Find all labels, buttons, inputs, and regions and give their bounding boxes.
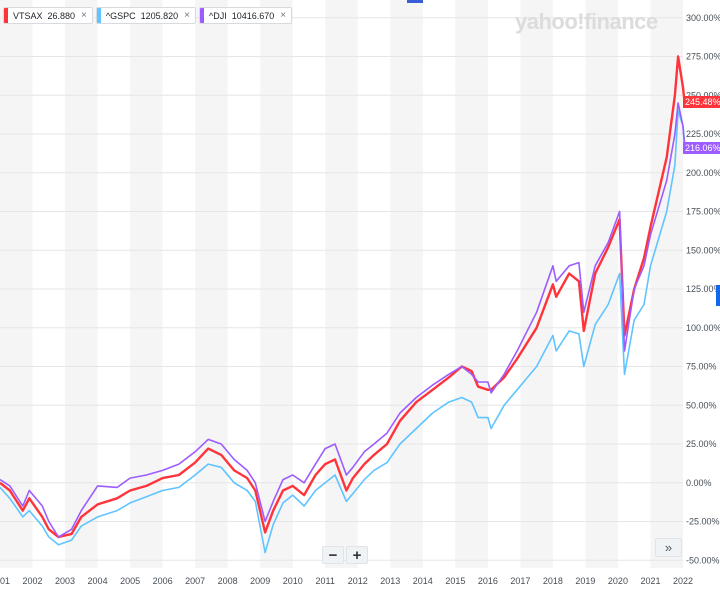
year-band [260,0,293,568]
year-bands [0,0,683,568]
y-tick-label: 100.00% [686,323,720,333]
x-tick-label: 2013 [380,576,400,586]
legend-symbol: VTSAX [13,10,43,21]
legend-chip-dji[interactable]: ^DJI 10416.670 × [199,7,293,24]
legend-chip-vtsax[interactable]: VTSAX 26.880 × [3,7,93,24]
legend-swatch-vtsax [4,8,8,23]
y-tick-label: 75.00% [686,362,717,372]
y-tick-label: 225.00% [686,129,720,139]
y-tick-label: 200.00% [686,168,720,178]
x-tick-label: 2001 [0,576,10,586]
legend-chip-gspc[interactable]: ^GSPC 1205.820 × [95,7,197,24]
yahoo-finance-watermark: yahoo!finance [515,9,658,34]
year-band [0,0,33,568]
year-band [520,0,553,568]
y-tick-label: 275.00% [686,52,720,62]
y-tick-label: 0.00% [686,478,712,488]
year-band [65,0,98,568]
year-band [195,0,228,568]
legend-value: 10416.670 [231,10,275,21]
series-line-vtsax [0,55,686,539]
x-tick-label: 2012 [348,576,368,586]
x-tick-label: 2007 [185,576,205,586]
y-tick-label: -25.00% [686,517,720,527]
x-tick-label: 2008 [218,576,238,586]
legend-symbol: ^DJI [209,10,227,21]
y-tick-label: 150.00% [686,245,720,255]
y-tick-label: 125.00% [686,284,720,294]
year-band [650,0,683,568]
year-band [455,0,488,568]
legend-value: 1205.820 [140,10,179,21]
close-icon[interactable]: × [81,10,87,21]
close-icon[interactable]: × [184,10,191,21]
legend-value: 26.880 [47,10,76,21]
year-band [130,0,163,568]
series-line-dji [0,102,686,538]
x-tick-label: 2022 [673,576,693,586]
legend-symbol: ^GSPC [105,10,136,21]
zoom-in-button[interactable]: + [346,546,368,564]
x-tick-label: 2015 [445,576,465,586]
close-icon[interactable]: × [280,10,287,21]
x-tick-label: 2019 [575,576,595,586]
year-band [325,0,358,568]
legend-swatch-gspc [96,8,101,23]
x-tick-label: 2005 [120,576,140,586]
series-line-gspc [0,110,686,554]
x-tick-label: 2017 [510,576,530,586]
x-tick-label: 2020 [608,576,628,586]
x-tick-label: 2014 [413,576,433,586]
x-tick-label: 2018 [543,576,563,586]
x-tick-label: 2021 [640,576,660,586]
end-value-tag-dji: 216.06% [683,141,720,154]
year-band [390,0,423,568]
x-tick-label: 2006 [153,576,173,586]
expand-button[interactable]: » [655,538,682,557]
right-side-marker[interactable] [716,285,720,306]
x-tick-label: 2002 [23,576,43,586]
legend-swatch-dji [200,8,205,23]
legend: VTSAX 26.880 × ^GSPC 1205.820 × ^DJI 104… [3,7,293,24]
x-tick-label: 2010 [283,576,303,586]
y-tick-label: 250.00% [686,90,720,100]
x-tick-label: 2004 [88,576,108,586]
x-tick-label: 2009 [250,576,270,586]
x-axis: 2001 2002 2003 2004 2005 2006 2007 2008 2009 2010… [0,576,693,586]
y-tick-label: 25.00% [686,439,717,449]
end-value-tag-vtsax: 245.48% [683,96,720,109]
y-tick-label: 175.00% [686,207,720,217]
series-lines [0,55,686,554]
top-scroll-marker[interactable] [407,0,423,3]
x-tick-label: 2011 [316,576,335,586]
y-axis: -50.00% -25.00% 0.00% 25.00% 50.00% 75.00% 100… [686,13,720,566]
x-tick-label: 2003 [55,576,75,586]
y-tick-label: 300.00% [686,13,720,23]
zoom-controls: − + [322,546,368,564]
x-tick-label: 2016 [478,576,498,586]
zoom-out-button[interactable]: − [322,546,344,564]
y-tick-label: 50.00% [686,400,717,410]
y-tick-label: -50.00% [686,555,720,565]
